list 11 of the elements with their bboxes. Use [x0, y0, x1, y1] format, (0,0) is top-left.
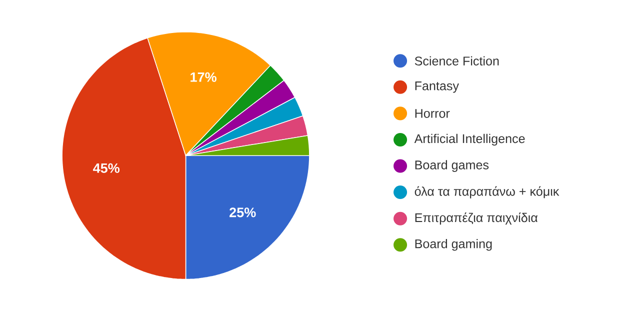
data-label: 25%	[230, 208, 256, 218]
legend-label: Επιτραπέζια παιχνίδια	[415, 212, 538, 225]
legend-label: Science Fiction	[414, 56, 499, 66]
legend-label: Board gaming	[415, 238, 492, 251]
data-label: 17%	[190, 72, 216, 82]
legend-label: Horror	[415, 108, 450, 118]
data-label: 45%	[93, 163, 120, 173]
legend-label: Artificial Intelligence	[414, 134, 525, 146]
legend-label: Fantasy	[415, 81, 459, 93]
legend-label: όλα τα παραπάνω + κόμικ	[414, 186, 560, 198]
legend-label: Board games	[415, 160, 489, 172]
